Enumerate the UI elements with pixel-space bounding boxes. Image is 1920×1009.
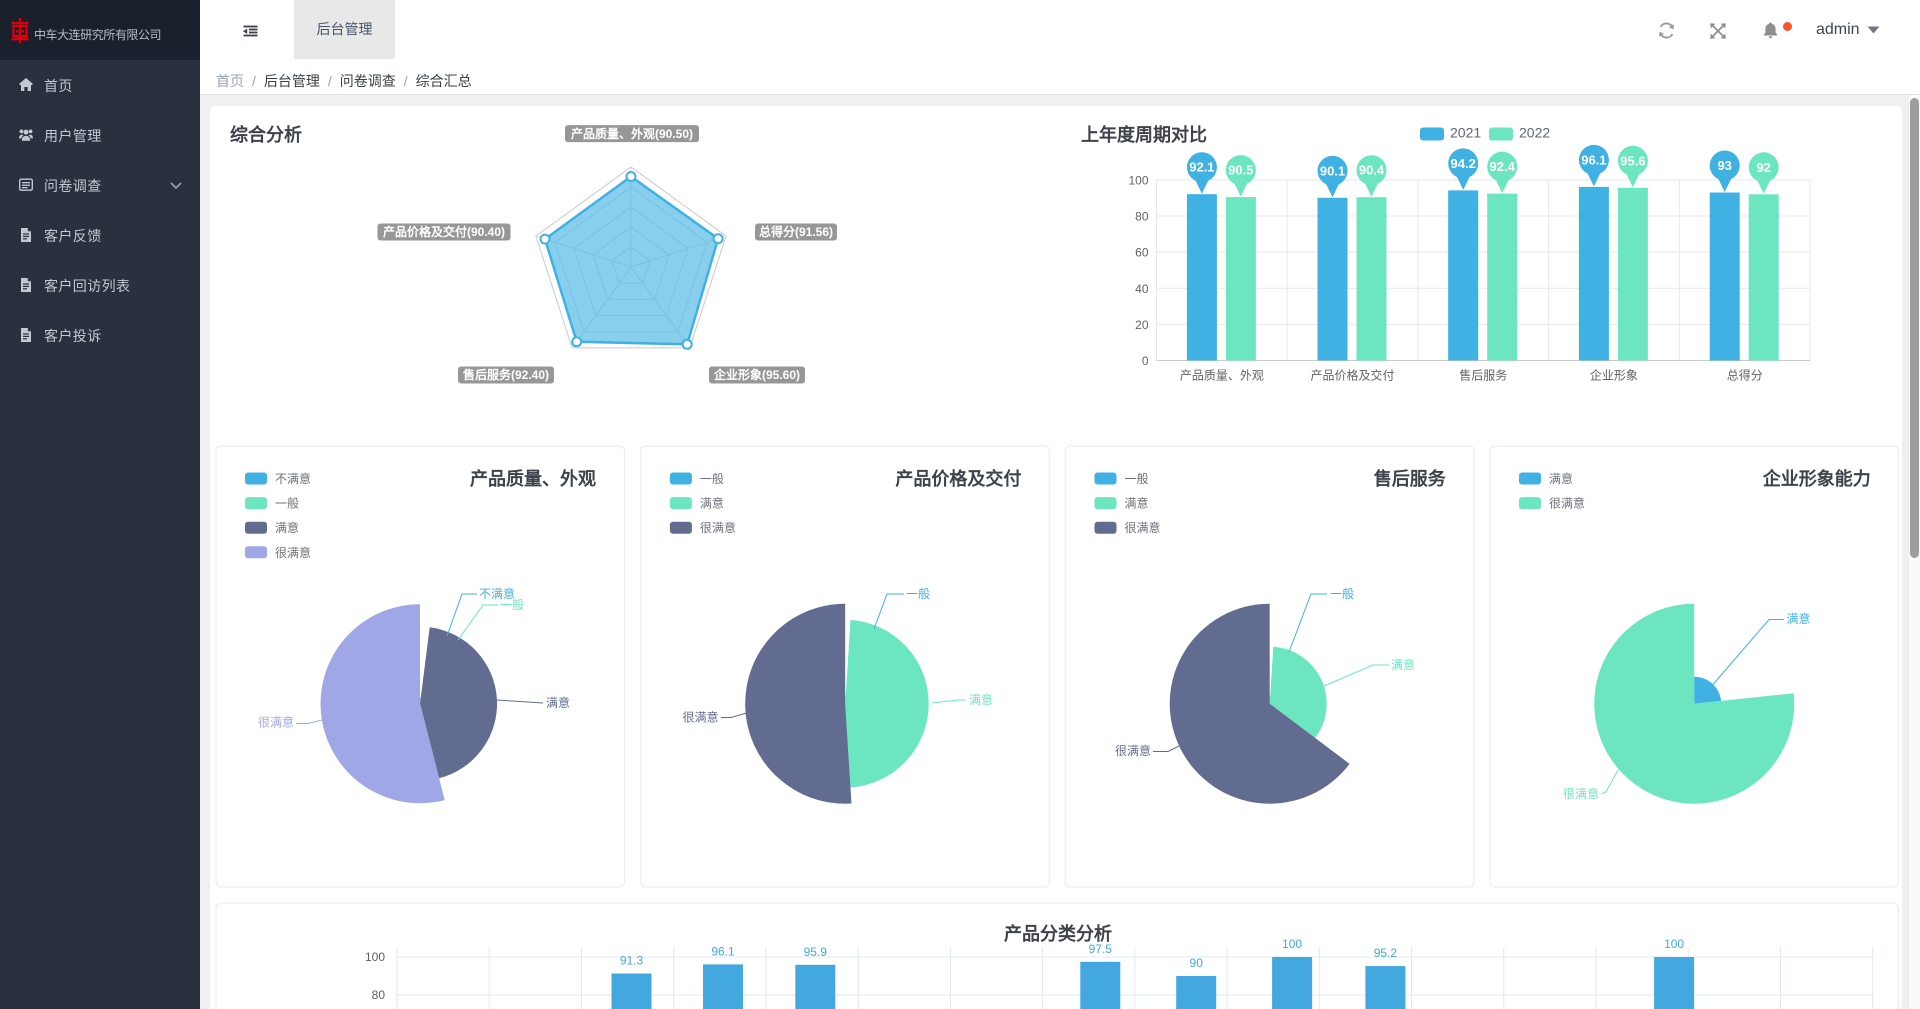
svg-text:产品质量、外观: 产品质量、外观 — [1180, 369, 1264, 383]
svg-text:90.5: 90.5 — [1228, 163, 1253, 178]
svg-text:企业形象: 企业形象 — [1590, 368, 1638, 383]
svg-text:一般: 一般 — [700, 471, 724, 486]
svg-text:售后服务: 售后服务 — [1374, 468, 1447, 489]
svg-text:90: 90 — [1190, 956, 1204, 970]
svg-text:产品价格及交付: 产品价格及交付 — [895, 468, 1021, 489]
svg-text:2021: 2021 — [1450, 125, 1481, 141]
svg-text:很满意: 很满意 — [1563, 786, 1599, 801]
svg-text:总得分(91.56): 总得分(91.56) — [759, 224, 833, 239]
svg-text:一般: 一般 — [500, 597, 524, 612]
svg-text:不满意: 不满意 — [275, 471, 311, 486]
svg-text:一般: 一般 — [906, 586, 930, 601]
svg-text:企业形象能力: 企业形象能力 — [1762, 468, 1871, 489]
svg-text:95.9: 95.9 — [804, 945, 828, 959]
svg-text:售后服务(92.40): 售后服务(92.40) — [463, 367, 549, 382]
svg-text:满意: 满意 — [546, 695, 570, 710]
svg-text:产品价格及交付: 产品价格及交付 — [1310, 368, 1394, 383]
svg-text:一般: 一般 — [275, 496, 299, 511]
svg-text:满意: 满意 — [1125, 496, 1149, 511]
svg-text:满意: 满意 — [275, 520, 299, 535]
svg-text:91.3: 91.3 — [620, 954, 644, 968]
svg-text:95.2: 95.2 — [1374, 946, 1398, 960]
svg-text:产品质量、外观(90.50): 产品质量、外观(90.50) — [571, 126, 693, 141]
svg-text:96.1: 96.1 — [1581, 152, 1606, 167]
svg-text:100: 100 — [1128, 173, 1148, 187]
svg-text:80: 80 — [372, 988, 386, 1002]
svg-text:2022: 2022 — [1519, 125, 1550, 141]
svg-text:上年度周期对比: 上年度周期对比 — [1081, 124, 1207, 145]
svg-text:一般: 一般 — [1330, 586, 1354, 601]
svg-text:93: 93 — [1717, 158, 1731, 173]
svg-text:很满意: 很满意 — [258, 715, 294, 730]
svg-text:一般: 一般 — [1125, 471, 1149, 486]
svg-text:90.4: 90.4 — [1359, 163, 1385, 178]
svg-text:100: 100 — [365, 950, 385, 964]
svg-text:总得分: 总得分 — [1727, 368, 1763, 383]
svg-text:100: 100 — [1282, 937, 1302, 951]
svg-text:0: 0 — [1142, 354, 1149, 368]
svg-text:产品质量、外观: 产品质量、外观 — [470, 468, 596, 489]
svg-text:94.2: 94.2 — [1451, 156, 1476, 171]
svg-text:满意: 满意 — [1391, 657, 1415, 672]
svg-text:20: 20 — [1135, 318, 1149, 332]
svg-text:很满意: 很满意 — [700, 520, 736, 535]
svg-text:很满意: 很满意 — [1549, 496, 1585, 511]
svg-text:60: 60 — [1135, 246, 1149, 260]
svg-text:满意: 满意 — [700, 496, 724, 511]
svg-text:40: 40 — [1135, 282, 1149, 296]
svg-text:96.1: 96.1 — [711, 944, 735, 958]
svg-text:产品分类分析: 产品分类分析 — [1004, 923, 1112, 944]
svg-text:90.1: 90.1 — [1320, 163, 1345, 178]
svg-text:92.4: 92.4 — [1490, 159, 1516, 174]
svg-text:满意: 满意 — [1549, 471, 1573, 486]
svg-text:产品价格及交付(90.40): 产品价格及交付(90.40) — [383, 224, 505, 239]
svg-text:售后服务: 售后服务 — [1459, 368, 1507, 383]
svg-text:很满意: 很满意 — [1115, 743, 1151, 758]
svg-text:很满意: 很满意 — [682, 710, 718, 725]
svg-text:95.6: 95.6 — [1620, 153, 1645, 168]
svg-text:综合分析: 综合分析 — [230, 124, 302, 145]
svg-text:企业形象(95.60): 企业形象(95.60) — [713, 367, 800, 382]
svg-text:92: 92 — [1756, 160, 1770, 175]
svg-text:100: 100 — [1664, 937, 1684, 951]
svg-text:80: 80 — [1135, 210, 1149, 224]
svg-text:满意: 满意 — [1787, 611, 1811, 626]
svg-text:92.1: 92.1 — [1189, 160, 1214, 175]
svg-text:很满意: 很满意 — [1125, 520, 1161, 535]
svg-text:满意: 满意 — [969, 692, 993, 707]
svg-text:不满意: 不满意 — [479, 586, 515, 601]
svg-text:很满意: 很满意 — [275, 545, 311, 560]
svg-text:97.5: 97.5 — [1089, 942, 1113, 956]
